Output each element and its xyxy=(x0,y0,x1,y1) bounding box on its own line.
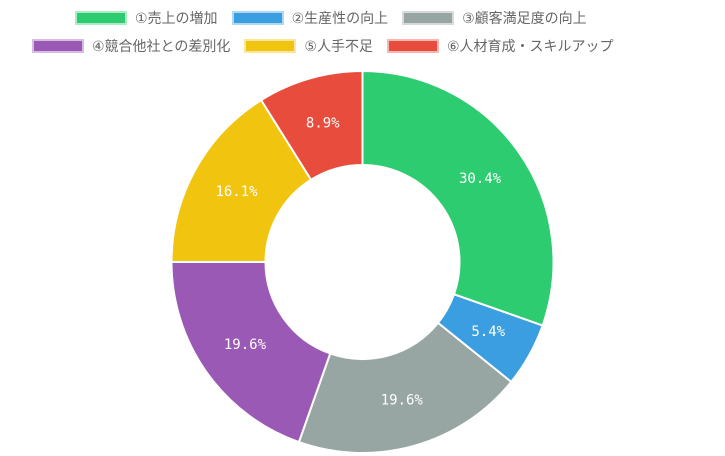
slice-1[interactable] xyxy=(361,69,555,327)
legend-swatch-6 xyxy=(386,39,439,53)
legend-row-2: ④競合他社との差別化 ⑤人手不足 ⑥人材育成・スキルアップ xyxy=(32,37,614,55)
data-label-1: 30.4% xyxy=(459,171,502,187)
data-label-2: 5.4% xyxy=(471,324,505,340)
legend-item-6[interactable]: ⑥人材育成・スキルアップ xyxy=(386,36,614,56)
slices xyxy=(170,69,555,454)
slice-6[interactable] xyxy=(259,69,364,182)
legend-item-1[interactable]: ①売上の増加 xyxy=(75,8,218,28)
legend-swatch-4 xyxy=(32,39,84,53)
legend-swatch-5 xyxy=(244,39,297,53)
legend-label-3: ③顧客満足度の向上 xyxy=(462,11,587,27)
legend-row-1: ①売上の増加 ②生産性の向上 ③顧客満足度の向上 xyxy=(75,9,587,27)
data-label-5: 16.1% xyxy=(215,184,258,200)
legend-item-2[interactable]: ②生産性の向上 xyxy=(231,8,389,28)
legend-swatch-1 xyxy=(75,11,127,25)
data-label-6: 8.9% xyxy=(306,116,340,132)
legend-item-4[interactable]: ④競合他社との差別化 xyxy=(32,36,230,56)
slice-3[interactable] xyxy=(297,321,513,454)
data-label-4: 19.6% xyxy=(224,337,267,353)
legend-label-1: ①売上の増加 xyxy=(135,11,218,27)
legend-swatch-2 xyxy=(231,11,284,25)
data-labels: 30.4% 5.4% 19.6% 19.6% 16.1% 8.9% xyxy=(215,116,505,409)
legend-swatch-3 xyxy=(402,11,455,25)
slice-5[interactable] xyxy=(170,98,313,263)
legend-label-2: ②生産性の向上 xyxy=(291,11,389,27)
legend-item-5[interactable]: ⑤人手不足 xyxy=(244,36,373,56)
slice-4[interactable] xyxy=(170,261,332,444)
data-label-3: 19.6% xyxy=(381,393,424,409)
legend-label-4: ④競合他社との差別化 xyxy=(92,39,231,55)
legend-item-3[interactable]: ③顧客満足度の向上 xyxy=(402,8,587,28)
legend-label-6: ⑥人材育成・スキルアップ xyxy=(446,39,614,55)
legend-label-5: ⑤人手不足 xyxy=(304,39,373,55)
